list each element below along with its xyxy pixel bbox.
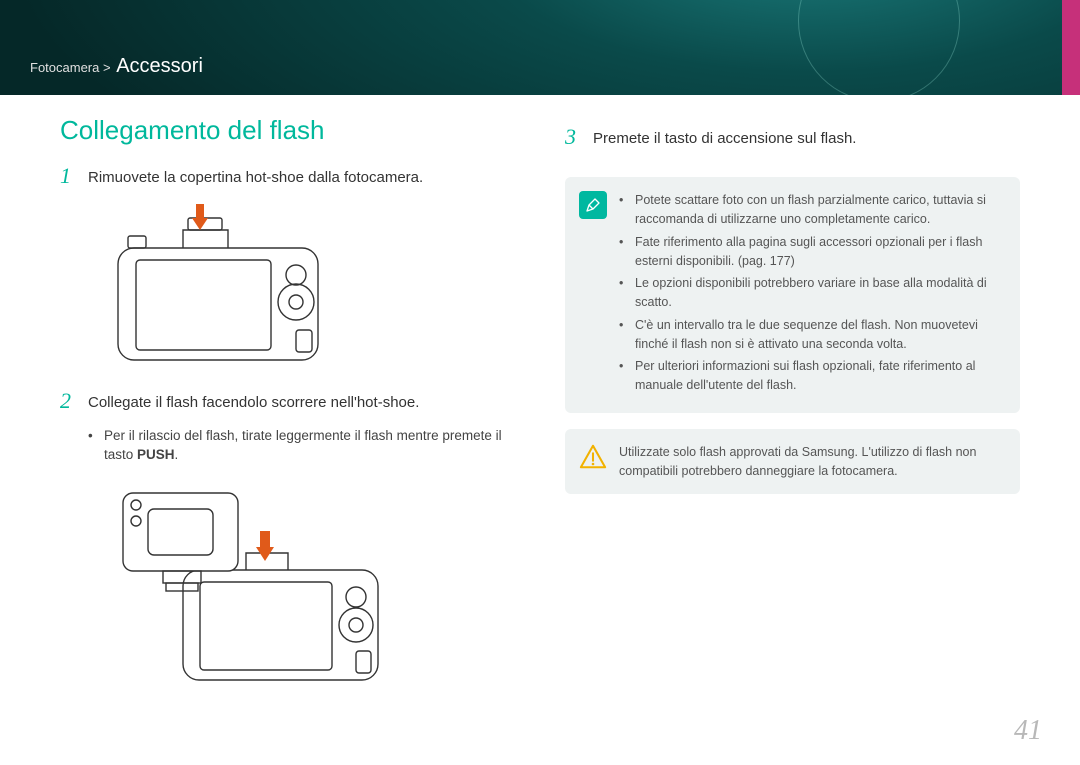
- warning-text: Utilizzate solo flash approvati da Samsu…: [619, 443, 1004, 481]
- breadcrumb-current: Accessori: [116, 55, 203, 77]
- step-number: 3: [565, 125, 583, 149]
- step-number: 1: [60, 164, 78, 188]
- note-item: •Potete scattare foto con un flash parzi…: [619, 191, 1004, 229]
- step-text: Collegate il flash facendolo scorrere ne…: [88, 389, 419, 413]
- right-column: 3 Premete il tasto di accensione sul fla…: [565, 115, 1020, 725]
- step-2: 2 Collegate il flash facendolo scorrere …: [60, 389, 515, 413]
- note-list: •Potete scattare foto con un flash parzi…: [619, 191, 1004, 395]
- camera-illustration-1: [88, 200, 515, 365]
- step-2-bullet: • Per il rilascio del flash, tirate legg…: [88, 426, 515, 465]
- page-content: Collegamento del flash 1 Rimuovete la co…: [60, 115, 1020, 725]
- left-column: Collegamento del flash 1 Rimuovete la co…: [60, 115, 515, 725]
- warning-icon: [579, 443, 607, 471]
- note-item: •Le opzioni disponibili potrebbero varia…: [619, 274, 1004, 312]
- bullet-text: Per il rilascio del flash, tirate legger…: [104, 426, 515, 465]
- breadcrumb: Fotocamera > Accessori: [30, 55, 203, 78]
- note-item: •Fate riferimento alla pagina sugli acce…: [619, 233, 1004, 271]
- note-item: •Per ulteriori informazioni sui flash op…: [619, 357, 1004, 395]
- pen-icon: [579, 191, 607, 219]
- section-tab-marker: [1062, 0, 1080, 95]
- note-box: •Potete scattare foto con un flash parzi…: [565, 177, 1020, 413]
- warning-box: Utilizzate solo flash approvati da Samsu…: [565, 429, 1020, 495]
- bullet-dot: •: [88, 426, 96, 465]
- header-background: [0, 0, 1080, 95]
- step-text: Rimuovete la copertina hot-shoe dalla fo…: [88, 164, 423, 188]
- step-text: Premete il tasto di accensione sul flash…: [593, 125, 856, 149]
- step-3: 3 Premete il tasto di accensione sul fla…: [565, 125, 1020, 149]
- breadcrumb-parent: Fotocamera >: [30, 60, 111, 75]
- page-number: 41: [1014, 715, 1042, 747]
- section-title: Collegamento del flash: [60, 115, 515, 146]
- camera-illustration-2: [88, 475, 515, 685]
- step-number: 2: [60, 389, 78, 413]
- note-item: •C'è un intervallo tra le due sequenze d…: [619, 316, 1004, 354]
- step-1: 1 Rimuovete la copertina hot-shoe dalla …: [60, 164, 515, 188]
